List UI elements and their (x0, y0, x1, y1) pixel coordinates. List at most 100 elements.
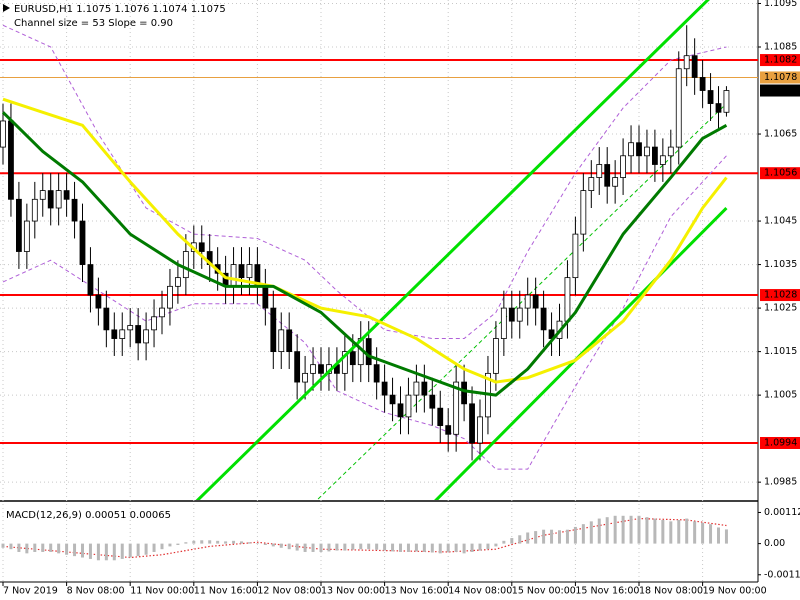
histogram-bar (351, 543, 355, 550)
histogram-bar (581, 524, 585, 544)
candle-body (135, 325, 142, 344)
histogram-bar (645, 517, 649, 544)
histogram-bar (168, 543, 172, 547)
level-label: 1.1078 (764, 72, 797, 83)
chart-title: EURUSD,H1 1.1075 1.1076 1.1074 1.1075 (14, 4, 226, 15)
candle-body (159, 307, 165, 318)
y-tick-label: 0.00 (764, 538, 785, 549)
histogram-bar (359, 543, 363, 550)
y-tick-label: 1.1045 (764, 216, 797, 227)
histogram-bar (589, 521, 593, 544)
histogram-bar (414, 543, 418, 552)
histogram-bar (176, 543, 180, 546)
histogram-bar (558, 530, 561, 544)
histogram-bar (462, 543, 466, 554)
chart-subtitle: Channel size = 53 Slope = 0.90 (14, 18, 173, 29)
candle-body (723, 90, 730, 113)
y-tick-label: 1.1035 (764, 259, 797, 270)
x-tick-label: 19 Nov 00:00 (703, 586, 767, 597)
histogram-bar (534, 531, 538, 544)
candle-body (318, 364, 324, 374)
x-tick-label: 13 Nov 00:00 (321, 586, 385, 597)
candle-body (381, 381, 388, 396)
histogram-bar (391, 543, 395, 552)
candle-body (628, 142, 634, 157)
histogram-bar (120, 543, 124, 559)
candle-body (405, 394, 412, 418)
histogram-bar (104, 543, 108, 561)
candle-body (659, 155, 666, 165)
histogram-bar (65, 543, 69, 555)
candle-body (238, 264, 245, 279)
histogram-bar (216, 540, 220, 544)
histogram-bar (184, 542, 188, 544)
level-label: 1.1056 (764, 168, 797, 179)
level-label: 1.1028 (764, 290, 797, 301)
x-tick-label: 13 Nov 16:00 (385, 586, 449, 597)
histogram-bar (208, 540, 212, 544)
histogram-bar (144, 543, 148, 555)
candle-body (421, 381, 428, 396)
candle-body (413, 381, 420, 396)
histogram-bar (693, 521, 697, 544)
x-tick-label: 18 Nov 08:00 (639, 586, 703, 597)
histogram-bar (701, 522, 705, 544)
candle-body (310, 364, 316, 374)
histogram-bar (709, 524, 713, 544)
candle-body (182, 251, 189, 279)
y-tick-label: 0.00112 (764, 507, 800, 518)
histogram-bar (25, 543, 29, 554)
y-tick-label: -0.00112 (764, 569, 800, 580)
histogram-bar (454, 543, 458, 552)
histogram-bar (438, 543, 442, 554)
histogram-bar (327, 543, 331, 552)
candle-body (389, 394, 396, 405)
candle-body (453, 381, 460, 435)
level-label: 1.0994 (764, 437, 797, 448)
candle-body (524, 294, 531, 309)
histogram-bar (685, 518, 689, 544)
candle-body (477, 416, 483, 444)
candle-body (198, 242, 205, 252)
candle-body (612, 177, 619, 187)
candle-body (8, 120, 14, 200)
histogram-bar (621, 515, 625, 544)
candle-body (683, 55, 690, 70)
histogram-bar (96, 543, 100, 561)
symbol-icon (3, 4, 10, 12)
histogram-bar (629, 515, 633, 544)
candle-body (445, 425, 452, 435)
candle-body (620, 155, 626, 178)
candle-body (174, 277, 181, 287)
histogram-bar (422, 543, 426, 552)
histogram-bar (375, 543, 379, 550)
candle-body (429, 394, 436, 409)
histogram-bar (430, 543, 434, 553)
y-tick-label: 1.0985 (764, 477, 797, 488)
candle-body (167, 285, 173, 309)
candle-body (540, 307, 547, 331)
candle-body (461, 381, 468, 405)
histogram-bar (271, 543, 275, 547)
histogram-bar (605, 517, 609, 544)
candle-body (667, 146, 674, 157)
level-label-box (760, 54, 800, 67)
candle-body (365, 338, 372, 366)
histogram-bar (160, 543, 164, 550)
histogram-bar (367, 543, 371, 550)
y-tick-label: 1.1005 (764, 390, 797, 401)
candle-body (262, 285, 269, 309)
x-tick-label: 12 Nov 08:00 (257, 586, 321, 597)
histogram-bar (303, 543, 307, 552)
y-tick-label: 1.1025 (764, 303, 797, 314)
histogram-bar (613, 515, 617, 544)
histogram-bar (494, 543, 498, 547)
histogram-bar (247, 542, 251, 544)
histogram-bar (550, 529, 554, 544)
candle-body (230, 264, 237, 287)
candle-body (103, 307, 110, 331)
histogram-bar (502, 540, 506, 544)
candle-body (341, 351, 348, 374)
level-label-box (760, 289, 800, 302)
